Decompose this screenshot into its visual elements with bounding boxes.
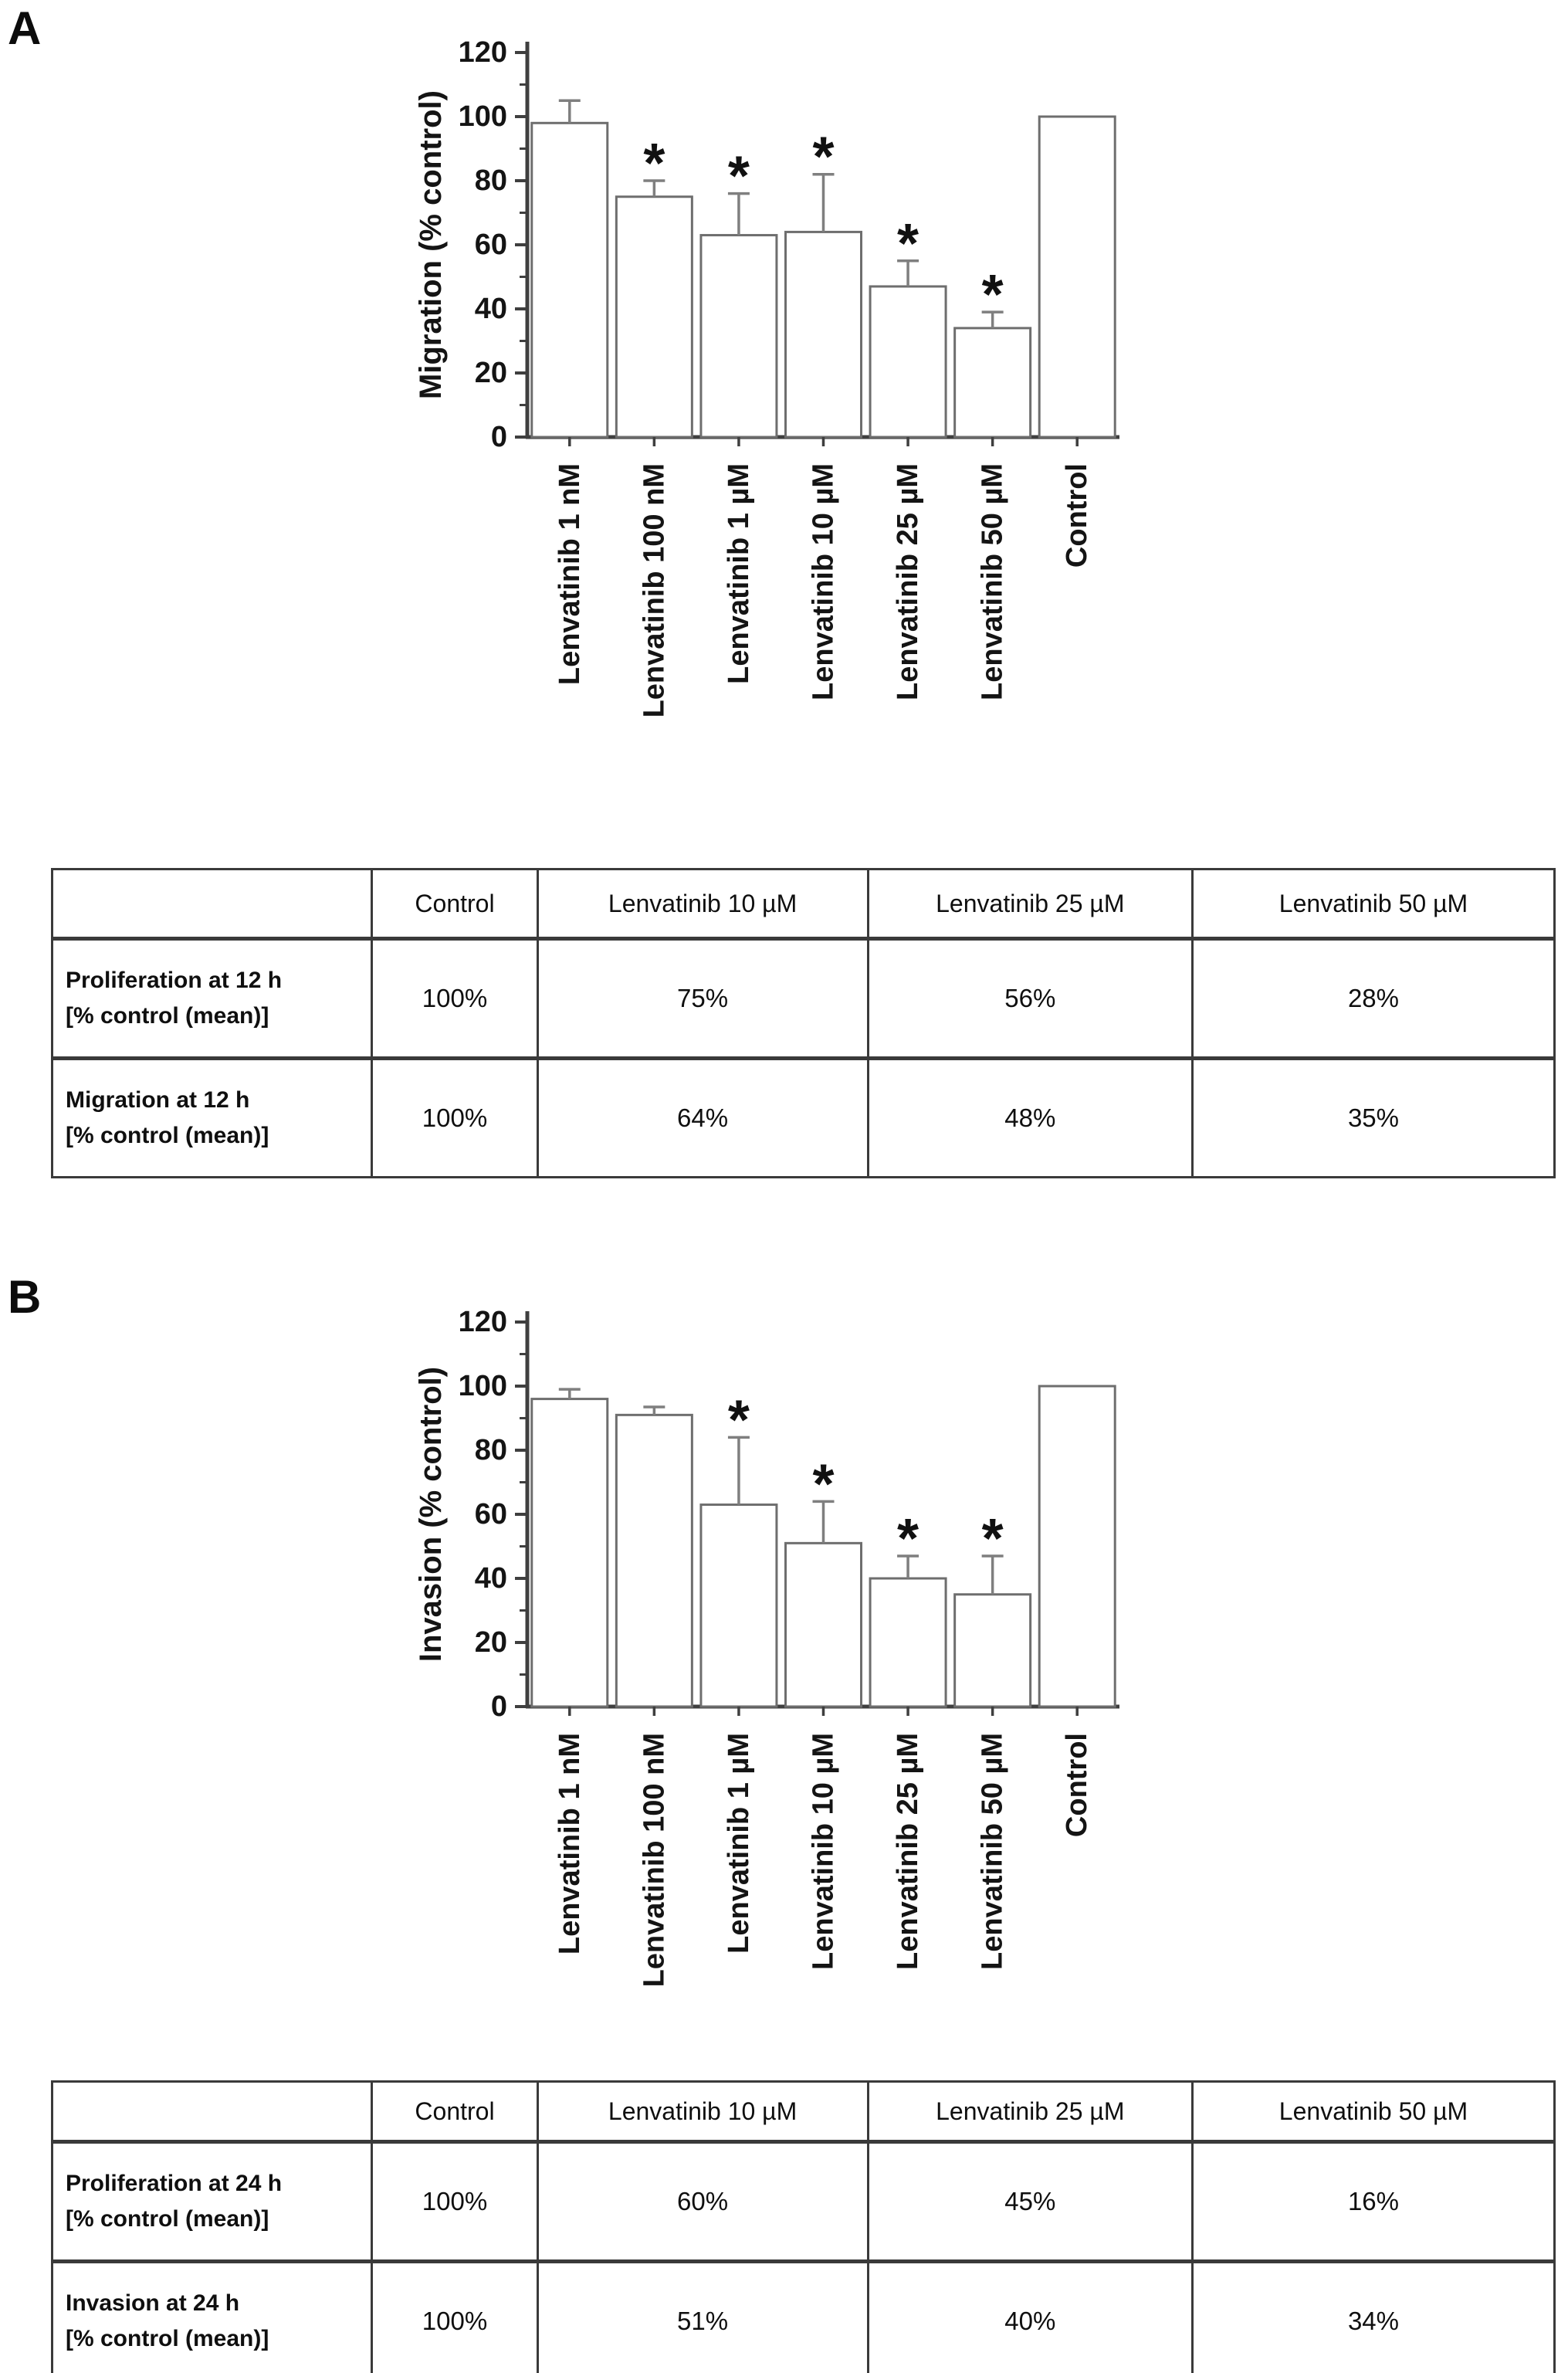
x-category-label: Lenvatinib 1 µM [723, 1733, 755, 1954]
value-cell: 56% [866, 937, 1194, 1059]
y-axis-title: Migration (% control) [414, 90, 448, 399]
bar [1038, 115, 1116, 439]
value-cell: 60% [536, 2140, 869, 2263]
bar [530, 1398, 609, 1708]
bar [699, 1503, 778, 1708]
invasion-bar-chart: 0 20 40 60 80 100 120 Invasion (% control) Lenva… [414, 1306, 1119, 1987]
significance-asterisk: * [728, 1389, 750, 1451]
bar [699, 234, 778, 439]
migration-bar-chart: 0 20 40 60 80 100 120 Migration (% control) Lenv… [414, 36, 1119, 717]
column-header: Lenvatinib 25 µM [866, 868, 1194, 940]
y-tick-label: 20 [475, 357, 507, 389]
x-category-label: Lenvatinib 50 µM [977, 463, 1009, 700]
x-category-label: Lenvatinib 25 µM [892, 463, 924, 700]
x-category-label: Control [1061, 463, 1093, 568]
value-cell: 51% [536, 2259, 869, 2373]
y-tick-label: 20 [475, 1626, 507, 1659]
y-tick-label: 60 [475, 1498, 507, 1531]
y-tick-label: 80 [475, 1434, 507, 1466]
row-header: Proliferation at 12 h [% control (mean)] [50, 937, 374, 1059]
x-category-label: Lenvatinib 1 nM [554, 463, 586, 685]
y-axis-title: Invasion (% control) [414, 1367, 448, 1662]
value-cell: 40% [866, 2259, 1194, 2373]
panel-a-label: A [8, 2, 42, 54]
value-cell: 100% [371, 2259, 539, 2373]
value-cell: 34% [1190, 2259, 1556, 2373]
row-header: Proliferation at 24 h [% control (mean)] [50, 2140, 374, 2263]
row-header-line2: [% control (mean)] [66, 2326, 269, 2351]
y-tick-label: 40 [475, 1562, 507, 1595]
x-category-label: Lenvatinib 10 µM [808, 463, 840, 700]
x-category-label: Lenvatinib 1 µM [723, 463, 755, 684]
column-header: Lenvatinib 50 µM [1190, 868, 1556, 940]
x-category-label: Lenvatinib 10 µM [808, 1733, 840, 1970]
significance-asterisk: * [982, 264, 1004, 326]
bar [869, 285, 947, 439]
significance-asterisk: * [812, 127, 834, 188]
row-header-line2: [% control (mean)] [66, 1003, 269, 1029]
bar [615, 195, 693, 439]
bar [530, 121, 609, 439]
y-tick-label: 100 [459, 100, 507, 133]
value-cell: 48% [866, 1056, 1194, 1178]
x-category-label: Lenvatinib 1 nM [554, 1733, 586, 1954]
column-header: Lenvatinib 10 µM [536, 868, 869, 940]
row-header: Migration at 12 h [% control (mean)] [50, 1056, 374, 1178]
y-tick-label: 0 [491, 421, 507, 453]
column-header: Control [371, 868, 539, 940]
y-tick-label: 40 [475, 293, 507, 325]
table-corner-cell [50, 2080, 374, 2143]
table-corner-cell [50, 868, 374, 940]
value-cell: 28% [1190, 937, 1556, 1059]
bar [784, 1541, 862, 1708]
row-header-line1: Proliferation at 24 h [66, 2170, 283, 2196]
y-tick-label: 0 [491, 1690, 507, 1723]
value-cell: 64% [536, 1056, 869, 1178]
significance-asterisk: * [728, 146, 750, 208]
column-header: Control [371, 2080, 539, 2143]
y-tick-label: 60 [475, 229, 507, 261]
significance-asterisk: * [812, 1453, 834, 1515]
significance-asterisk: * [897, 213, 919, 275]
significance-asterisk: * [897, 1508, 919, 1570]
bar [953, 327, 1032, 439]
migration-proliferation-table: Control Lenvatinib 10 µM Lenvatinib 25 µM L… [50, 868, 1556, 1178]
column-header: Lenvatinib 50 µM [1190, 2080, 1556, 2143]
x-category-label: Lenvatinib 50 µM [977, 1733, 1009, 1970]
value-cell: 16% [1190, 2140, 1556, 2263]
row-header-line2: [% control (mean)] [66, 1123, 269, 1148]
bar [953, 1593, 1032, 1708]
bar [784, 230, 862, 439]
x-category-label: Lenvatinib 100 nM [638, 463, 670, 717]
row-header-line2: [% control (mean)] [66, 2206, 269, 2232]
invasion-proliferation-table: Control Lenvatinib 10 µM Lenvatinib 25 µM L… [50, 2080, 1556, 2373]
panel-b-label: B [8, 1271, 42, 1323]
row-header-line1: Migration at 12 h [66, 1086, 250, 1113]
y-tick-label: 120 [459, 36, 507, 69]
row-header-line1: Proliferation at 12 h [66, 967, 283, 993]
significance-asterisk: * [643, 133, 665, 195]
x-category-label: Control [1061, 1733, 1093, 1837]
significance-asterisk: * [982, 1508, 1004, 1570]
y-tick-label: 100 [459, 1370, 507, 1402]
value-cell: 100% [371, 937, 539, 1059]
row-header: Invasion at 24 h [% control (mean)] [50, 2259, 374, 2373]
x-category-label: Lenvatinib 100 nM [638, 1733, 670, 1987]
bar [1038, 1385, 1116, 1708]
column-header: Lenvatinib 25 µM [866, 2080, 1194, 2143]
row-header-line1: Invasion at 24 h [66, 2290, 240, 2316]
value-cell: 45% [866, 2140, 1194, 2263]
y-tick-label: 80 [475, 164, 507, 197]
column-header: Lenvatinib 10 µM [536, 2080, 869, 2143]
y-tick-label: 120 [459, 1306, 507, 1338]
value-cell: 100% [371, 1056, 539, 1178]
value-cell: 75% [536, 937, 869, 1059]
bar [869, 1577, 947, 1708]
value-cell: 35% [1190, 1056, 1556, 1178]
bar [615, 1413, 693, 1708]
x-category-label: Lenvatinib 25 µM [892, 1733, 924, 1970]
value-cell: 100% [371, 2140, 539, 2263]
